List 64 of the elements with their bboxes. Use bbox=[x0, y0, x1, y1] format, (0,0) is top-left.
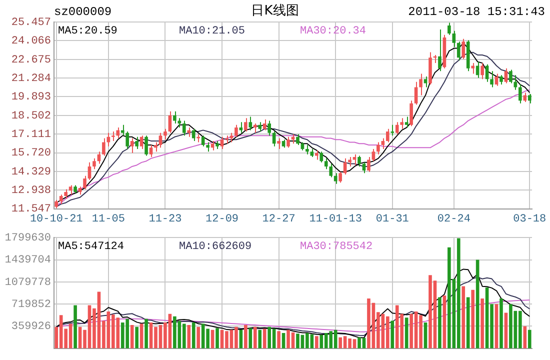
x-tick-label: 11-23 bbox=[148, 213, 182, 226]
bar bbox=[192, 322, 196, 348]
bar bbox=[462, 286, 466, 348]
bar bbox=[523, 326, 527, 348]
bar bbox=[144, 318, 148, 348]
text: 2011-03-18 15:31:43 bbox=[408, 5, 545, 20]
text: MA30:785542 bbox=[300, 241, 373, 254]
x-tick-label: 03-18 bbox=[513, 213, 546, 226]
y-tick-label: 24.066 bbox=[11, 36, 51, 48]
bar bbox=[476, 260, 480, 348]
bar bbox=[528, 330, 532, 348]
y-tick-label: 19.893 bbox=[11, 92, 51, 104]
text: MA30:20.34 bbox=[300, 25, 366, 38]
bar bbox=[277, 331, 280, 348]
bar bbox=[390, 320, 394, 348]
y-tick-label: 21.284 bbox=[11, 72, 52, 85]
text: MA10:662609 bbox=[179, 241, 252, 254]
bar bbox=[456, 238, 460, 348]
bar bbox=[253, 326, 257, 348]
bar bbox=[258, 330, 262, 348]
y-tick-label: 18.502 bbox=[11, 110, 51, 122]
bar bbox=[442, 295, 446, 348]
y-tick-label: 22.675 bbox=[11, 54, 51, 66]
x-tick-label: 12-09 bbox=[206, 213, 239, 226]
bar bbox=[494, 304, 498, 348]
bar bbox=[466, 297, 470, 348]
bar bbox=[438, 297, 442, 348]
bar bbox=[500, 298, 503, 348]
x-tick-label: 02-24 bbox=[437, 213, 471, 226]
bar bbox=[471, 290, 474, 348]
bar bbox=[182, 324, 186, 348]
y-tick-label: 15.720 bbox=[11, 148, 51, 160]
x-tick-label: 12-27 bbox=[262, 213, 296, 226]
y-tick-label: 719852 bbox=[11, 298, 51, 311]
bar bbox=[74, 305, 77, 348]
text: sz000009 bbox=[54, 5, 112, 20]
y-tick-label: 1799630 bbox=[4, 232, 51, 245]
bar bbox=[386, 316, 390, 348]
y-tick-label: 1439704 bbox=[4, 254, 52, 267]
x-tick-label: 10-10-21 bbox=[30, 213, 84, 226]
y-tick-label: 12.938 bbox=[11, 185, 51, 198]
y-tick-label: 25.457 bbox=[11, 16, 51, 29]
bar bbox=[216, 328, 219, 348]
bar bbox=[315, 336, 318, 348]
x-tick-label: 01-31 bbox=[376, 213, 410, 226]
bar bbox=[248, 328, 252, 348]
chart-title: 日K线图 bbox=[251, 3, 299, 18]
text: MA5:20.59 bbox=[58, 25, 118, 38]
y-tick-label: 17.111 bbox=[11, 128, 52, 141]
bar bbox=[480, 298, 484, 348]
bar bbox=[262, 328, 266, 348]
y-tick-label: 14.329 bbox=[11, 166, 51, 178]
bar bbox=[504, 312, 508, 348]
y-tick-label: 359926 bbox=[11, 321, 51, 334]
x-tick-label: 11-01-13 bbox=[309, 213, 362, 226]
bar bbox=[404, 318, 408, 348]
bar bbox=[244, 325, 248, 348]
text: MA5:547124 bbox=[58, 241, 124, 254]
bar bbox=[187, 325, 191, 348]
y-tick-label: 1079778 bbox=[4, 276, 51, 289]
bar bbox=[135, 326, 138, 348]
text: MA10:21.05 bbox=[179, 25, 246, 38]
bar bbox=[196, 326, 200, 348]
x-tick-label: 11-05 bbox=[92, 213, 125, 226]
